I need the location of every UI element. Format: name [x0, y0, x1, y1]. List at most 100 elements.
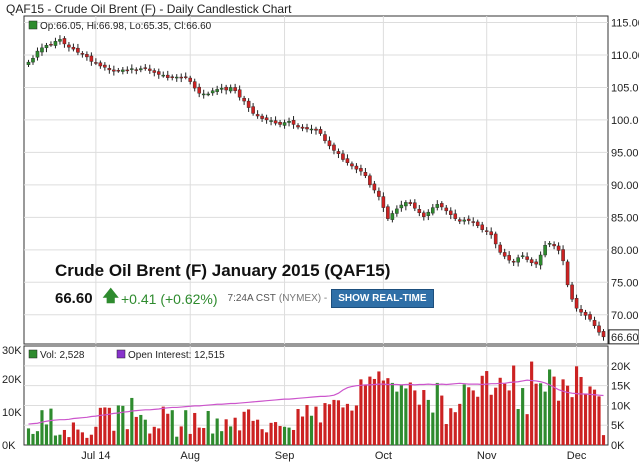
volume-bar	[238, 430, 242, 445]
candle-body	[475, 221, 480, 226]
candle	[408, 199, 413, 206]
volume-bar	[579, 376, 583, 445]
candle-body	[49, 44, 53, 46]
candle	[143, 64, 148, 71]
price-tick-label: 90.00	[611, 180, 639, 192]
quote-row: 66.60 🡅 +0.41 (+0.62%) 7:24A CST (NYMEX)…	[55, 285, 455, 312]
candle-body	[574, 298, 579, 309]
candle	[323, 130, 327, 144]
volume-bar	[462, 384, 466, 445]
volume-legend-swatch	[28, 349, 38, 359]
show-real-time-button[interactable]: SHOW REAL-TIME	[331, 289, 434, 308]
candle-body	[224, 86, 228, 91]
candle	[170, 74, 175, 81]
candle	[31, 55, 35, 65]
volume-bar	[175, 436, 179, 445]
candle-body	[422, 212, 426, 217]
volume-bar	[166, 413, 170, 445]
candle-body	[341, 153, 345, 160]
volume-bar	[152, 426, 156, 445]
candle-body	[215, 89, 219, 92]
candle	[139, 65, 143, 73]
volume-bar	[503, 383, 507, 445]
candle	[390, 210, 395, 223]
candle-body	[237, 89, 242, 98]
volume-tick-label-left: 30K	[2, 345, 22, 357]
volume-bar	[323, 403, 327, 445]
candle	[85, 51, 89, 61]
volume-bar	[260, 429, 264, 445]
price-change: +0.41 (+0.62%)	[121, 290, 218, 307]
ohlc-legend: Op:66.05, Hi:66.98, Lo:65.35, Cl:66.60	[40, 21, 212, 32]
volume-bar	[161, 406, 165, 445]
last-price-label: 66.60	[611, 332, 639, 344]
volume-bar	[242, 411, 246, 445]
volume-bar	[521, 388, 525, 445]
candle-body	[484, 230, 489, 232]
candle-body	[71, 46, 76, 50]
volume-bar	[516, 409, 520, 445]
candle	[471, 217, 476, 227]
volume-bar	[215, 418, 219, 445]
candle-body	[125, 69, 130, 72]
volume-bar	[480, 375, 484, 445]
candle	[345, 154, 350, 166]
volume-bar	[229, 426, 233, 445]
candle	[417, 205, 422, 217]
candle-body	[493, 233, 498, 245]
candle	[314, 126, 318, 135]
candle	[507, 251, 511, 264]
candle	[58, 35, 62, 45]
candle	[543, 241, 547, 258]
candle	[296, 123, 300, 130]
volume-bar	[134, 416, 138, 445]
candle-body	[561, 249, 565, 262]
ohlc-legend-swatch	[28, 20, 38, 30]
candle-body	[251, 106, 255, 114]
volume-bar	[525, 414, 529, 445]
volume-bar	[458, 403, 462, 445]
candle	[305, 123, 309, 133]
volume-bar	[94, 426, 98, 445]
candle-body	[58, 39, 62, 42]
candle	[228, 84, 233, 94]
volume-bar	[381, 380, 385, 445]
candle-body	[130, 68, 134, 70]
candle	[255, 110, 260, 119]
candle	[462, 217, 467, 225]
candle-body	[260, 115, 264, 119]
volume-bar	[89, 434, 93, 445]
candle-body	[112, 69, 116, 72]
candle-body	[502, 252, 507, 257]
candle	[529, 257, 534, 267]
candle-body	[152, 70, 157, 73]
candle	[538, 251, 543, 270]
candle-body	[201, 93, 206, 96]
candle	[80, 51, 85, 58]
volume-bar	[530, 361, 534, 445]
candle-body	[547, 243, 552, 245]
chart-title: QAF15 - Crude Oil Brent (F) - Daily Cand…	[6, 2, 292, 16]
candle-body	[372, 183, 377, 191]
volume-bar	[390, 382, 394, 445]
volume-bar	[494, 387, 498, 445]
candle	[534, 258, 538, 268]
volume-bar	[157, 428, 161, 445]
candle	[435, 200, 440, 211]
volume-tick-label-right: 5K	[611, 420, 625, 432]
volume-bar	[256, 419, 260, 445]
candle	[381, 192, 386, 212]
volume-bar	[512, 365, 516, 445]
candle-body	[350, 163, 354, 167]
volume-bar	[296, 409, 300, 445]
candle	[152, 68, 157, 77]
candle-body	[210, 90, 215, 94]
candle-body	[332, 144, 336, 151]
quote-overlay: Crude Oil Brent (F) January 2015 (QAF15)…	[55, 261, 455, 311]
volume-bar	[67, 437, 71, 445]
candle-body	[148, 68, 152, 71]
candle-body	[76, 47, 80, 53]
volume-tick-label-left: 0K	[2, 440, 16, 452]
volume-bar	[170, 410, 174, 445]
candle-body	[381, 196, 386, 208]
